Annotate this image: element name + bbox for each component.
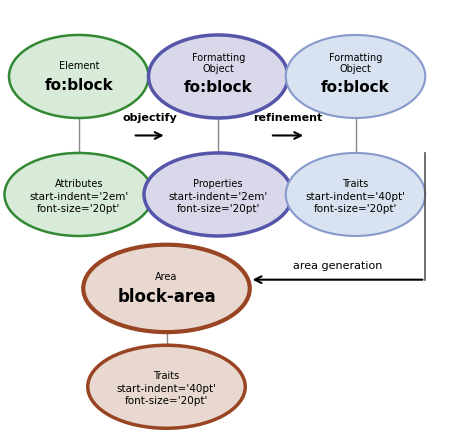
Text: block-area: block-area (117, 288, 216, 306)
Text: Area: Area (155, 273, 178, 282)
Text: start-indent='2em'
font-size='20pt': start-indent='2em' font-size='20pt' (29, 192, 128, 214)
Text: fo:block: fo:block (184, 80, 252, 95)
Ellipse shape (286, 153, 425, 236)
Text: Formatting
Object: Formatting Object (329, 52, 382, 74)
Text: refinement: refinement (253, 113, 323, 123)
Text: start-indent='40pt'
font-size='20pt': start-indent='40pt' font-size='20pt' (306, 192, 405, 214)
Text: Element: Element (58, 61, 99, 70)
Ellipse shape (88, 345, 245, 428)
Ellipse shape (286, 35, 425, 118)
Ellipse shape (4, 153, 153, 236)
Text: fo:block: fo:block (45, 78, 113, 93)
Ellipse shape (83, 245, 250, 332)
Text: fo:block: fo:block (321, 80, 390, 95)
Text: Attributes: Attributes (54, 179, 103, 188)
Ellipse shape (9, 35, 148, 118)
Text: start-indent='40pt'
font-size='20pt': start-indent='40pt' font-size='20pt' (117, 385, 216, 406)
Ellipse shape (148, 35, 288, 118)
Text: area generation: area generation (293, 261, 382, 271)
Text: Traits: Traits (153, 371, 180, 381)
Text: objectify: objectify (122, 113, 177, 123)
Ellipse shape (144, 153, 292, 236)
Text: Properties: Properties (194, 179, 243, 188)
Text: Traits: Traits (342, 179, 369, 188)
Text: start-indent='2em'
font-size='20pt': start-indent='2em' font-size='20pt' (169, 192, 268, 214)
Text: Formatting
Object: Formatting Object (192, 52, 245, 74)
